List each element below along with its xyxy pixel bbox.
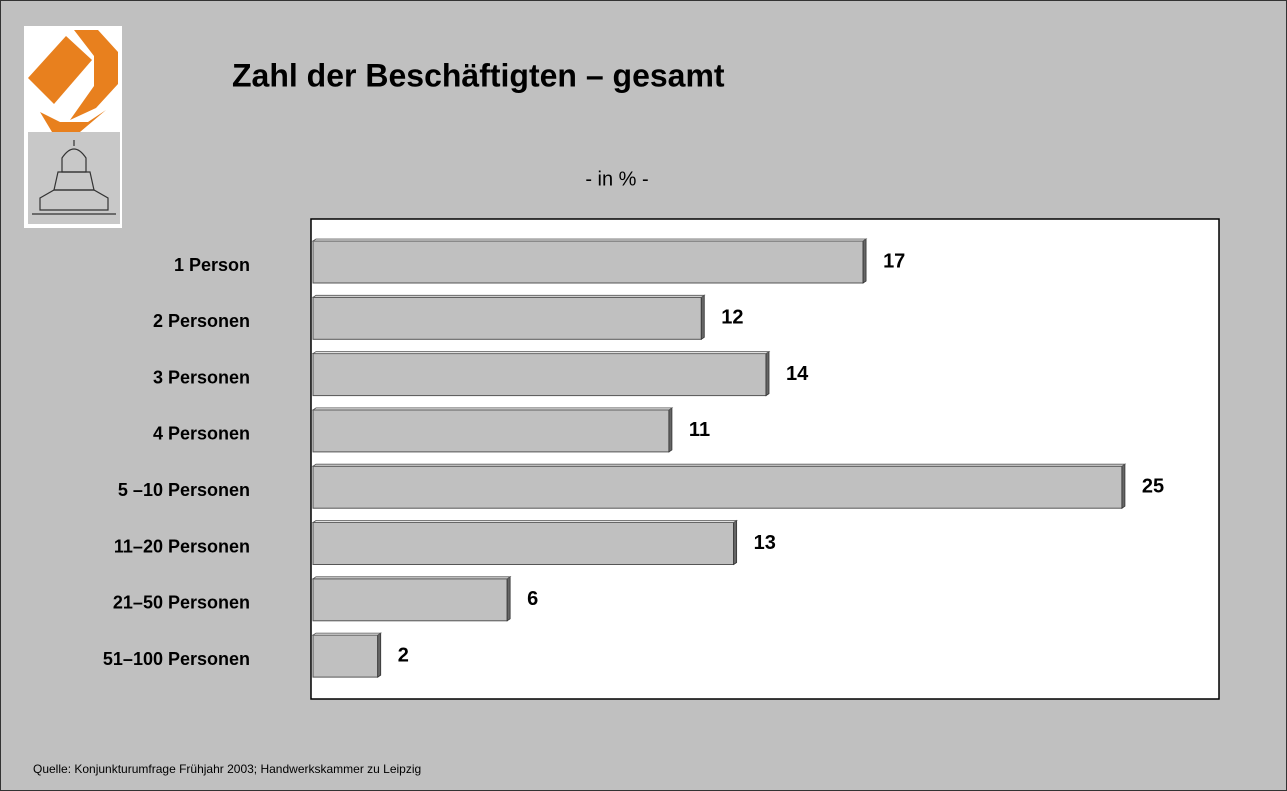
bar xyxy=(312,409,670,453)
logo-monument xyxy=(32,140,116,215)
y-tick-label: 5 –10 Personen xyxy=(118,480,250,500)
bar xyxy=(312,296,702,340)
bar-edge xyxy=(765,350,770,397)
source-note: Quelle: Konjunkturumfrage Frühjahr 2003;… xyxy=(33,762,421,776)
value-label: 12 xyxy=(721,307,743,329)
bar-top xyxy=(311,632,383,636)
bar-edge xyxy=(377,632,382,678)
value-label: 2 xyxy=(398,644,409,666)
y-tick-label: 21–50 Personen xyxy=(113,593,250,613)
y-tick-label: 3 Personen xyxy=(153,367,250,387)
y-tick-label: 11–20 Personen xyxy=(114,536,250,556)
y-tick-label: 51–100 Personen xyxy=(103,649,250,669)
y-tick-label: 2 Personen xyxy=(153,311,250,331)
bar xyxy=(312,353,767,397)
bar xyxy=(312,240,864,284)
bar xyxy=(312,522,735,565)
bar-edge xyxy=(700,294,705,341)
logo-shape xyxy=(28,36,92,104)
value-label: 25 xyxy=(1142,475,1164,497)
y-tick-label: 1 Person xyxy=(174,255,250,275)
bar-edge xyxy=(862,238,867,284)
value-label: 14 xyxy=(786,363,809,385)
logo-shape xyxy=(70,30,118,120)
chart-title: Zahl der Beschäftigten – gesamt xyxy=(232,57,725,93)
bar-top xyxy=(311,294,706,298)
bar-top xyxy=(311,463,1127,467)
bar-top xyxy=(311,576,512,580)
value-label: 6 xyxy=(527,588,538,610)
logo-shape xyxy=(40,110,106,132)
value-label: 17 xyxy=(883,250,905,272)
bar xyxy=(312,465,1123,509)
value-label: 13 xyxy=(754,532,776,554)
bar-edge xyxy=(1121,463,1126,509)
bar-top xyxy=(311,238,868,242)
logo-monument-bg xyxy=(28,132,120,224)
bar xyxy=(312,634,379,678)
chart-subtitle: - in % - xyxy=(585,168,648,190)
bar-edge xyxy=(668,407,673,453)
bar-edge xyxy=(506,576,511,622)
bar-top xyxy=(311,351,771,355)
bar-edge xyxy=(733,519,738,566)
plot-area xyxy=(310,218,1220,700)
bar-top xyxy=(311,407,674,411)
bar-top xyxy=(311,520,738,523)
value-label: 11 xyxy=(689,419,710,441)
logo xyxy=(24,26,122,228)
y-tick-label: 4 Personen xyxy=(153,424,250,444)
bar xyxy=(312,578,508,622)
